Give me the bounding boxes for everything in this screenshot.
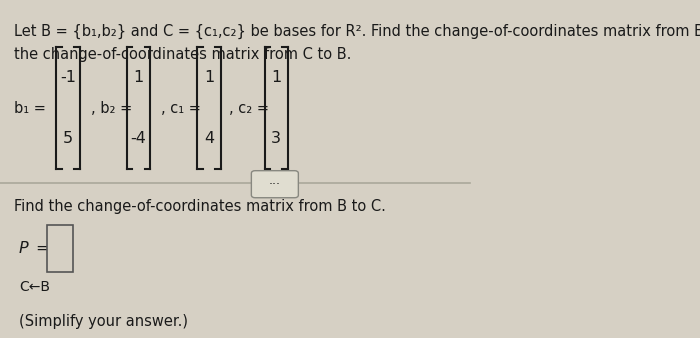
Text: , c₂ =: , c₂ = (229, 101, 269, 116)
Text: b₁ =: b₁ = (14, 101, 46, 116)
Text: (Simplify your answer.): (Simplify your answer.) (19, 314, 188, 329)
Text: Find the change-of-coordinates matrix from B to C.: Find the change-of-coordinates matrix fr… (14, 199, 386, 214)
Text: 3: 3 (272, 131, 281, 146)
Text: C←B: C←B (19, 280, 50, 294)
Text: Let B = {b₁,b₂} and C = {c₁,c₂} be bases for R². Find the change-of-coordinates : Let B = {b₁,b₂} and C = {c₁,c₂} be bases… (14, 24, 700, 39)
Text: 1: 1 (204, 70, 214, 85)
Text: -4: -4 (131, 131, 146, 146)
FancyBboxPatch shape (251, 171, 298, 198)
FancyBboxPatch shape (47, 225, 73, 272)
Text: -1: -1 (60, 70, 76, 85)
Text: 1: 1 (271, 70, 281, 85)
Text: , b₂ =: , b₂ = (91, 101, 132, 116)
Text: P: P (19, 241, 29, 256)
Text: =: = (35, 241, 49, 256)
Text: 4: 4 (204, 131, 214, 146)
Text: the change-of-coordinates matrix from C to B.: the change-of-coordinates matrix from C … (14, 47, 351, 62)
Text: 1: 1 (134, 70, 143, 85)
Text: 5: 5 (63, 131, 74, 146)
Text: ···: ··· (269, 178, 281, 191)
Text: , c₁ =: , c₁ = (161, 101, 201, 116)
